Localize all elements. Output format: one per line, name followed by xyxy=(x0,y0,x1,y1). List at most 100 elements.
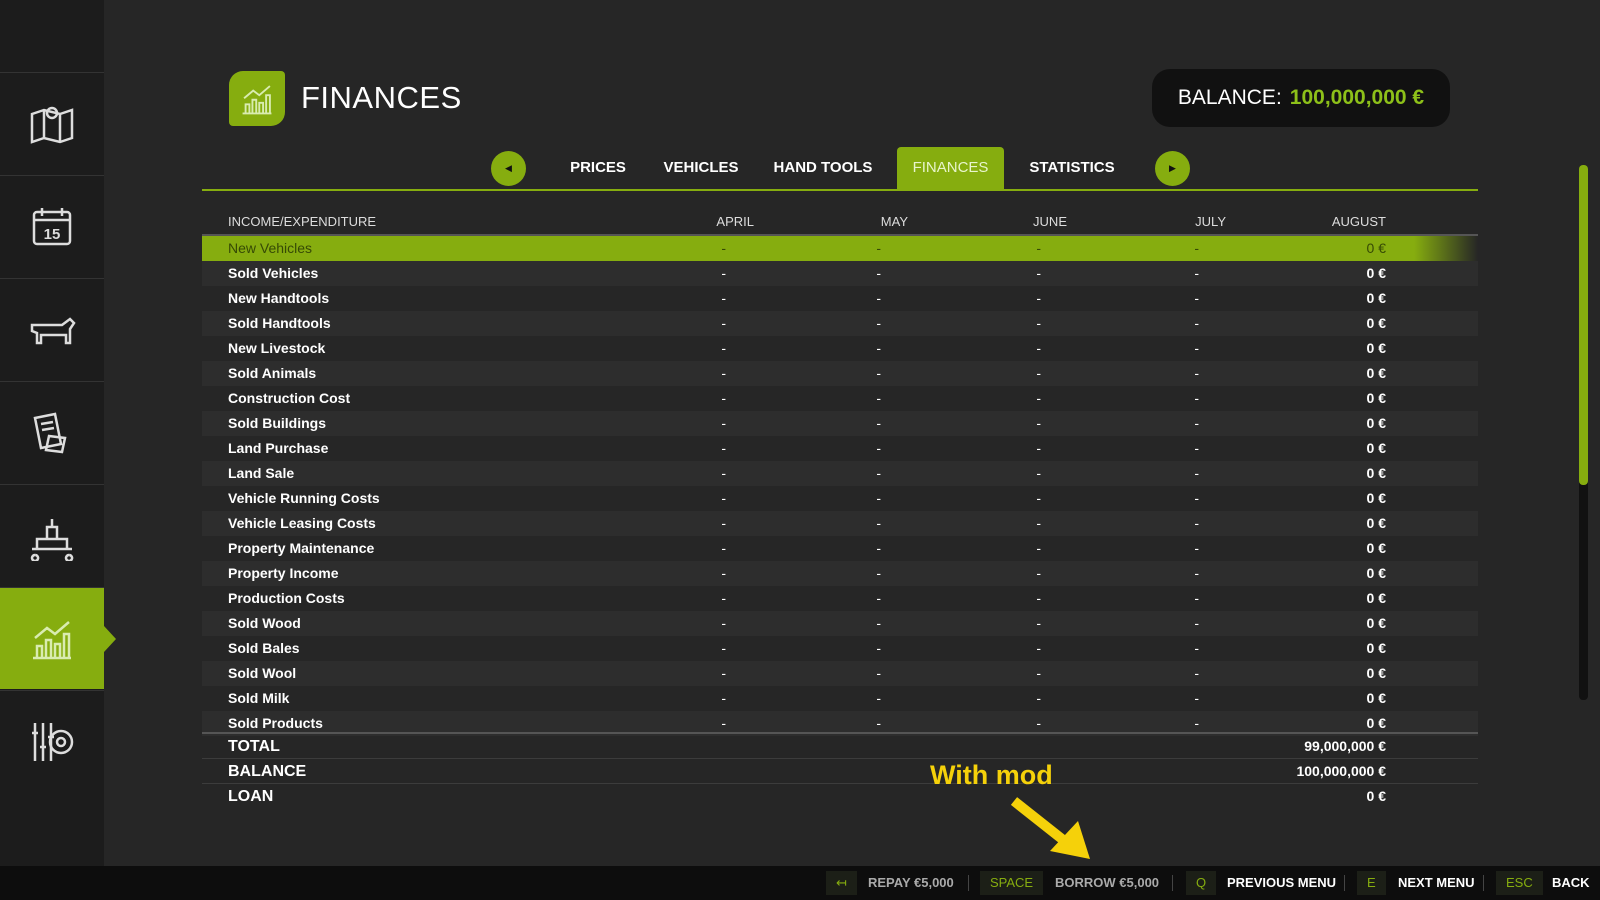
sidebar-item-production[interactable] xyxy=(0,484,104,586)
table-row[interactable]: Vehicle Running Costs - - - - 0 € xyxy=(202,486,1478,511)
repay-key: ↤ xyxy=(826,871,857,895)
row-value: - xyxy=(1036,240,1041,256)
row-value: 0 € xyxy=(1366,515,1386,531)
row-value: 0 € xyxy=(1366,265,1386,281)
cow-icon xyxy=(30,316,76,344)
row-value: - xyxy=(876,540,881,556)
row-value: - xyxy=(721,315,726,331)
scrollbar[interactable] xyxy=(1579,165,1588,700)
table-row[interactable]: Sold Products - - - - 0 € xyxy=(202,711,1478,736)
row-value: - xyxy=(1194,540,1199,556)
row-label: Property Income xyxy=(228,565,339,581)
sidebar-item-map[interactable] xyxy=(0,72,104,174)
row-value: - xyxy=(876,240,881,256)
table-row[interactable]: Sold Animals - - - - 0 € xyxy=(202,361,1478,386)
row-value: 0 € xyxy=(1366,540,1386,556)
table-row[interactable]: Land Sale - - - - 0 € xyxy=(202,461,1478,486)
balance-label: BALANCE: xyxy=(1177,86,1282,109)
table-row[interactable]: Sold Buildings - - - - 0 € xyxy=(202,411,1478,436)
table-row[interactable]: Sold Wood - - - - 0 € xyxy=(202,611,1478,636)
row-value: - xyxy=(876,390,881,406)
row-value: - xyxy=(1036,390,1041,406)
table-row[interactable]: Land Purchase - - - - 0 € xyxy=(202,436,1478,461)
row-value: - xyxy=(721,340,726,356)
table-row[interactable]: Sold Handtools - - - - 0 € xyxy=(202,311,1478,336)
row-value: - xyxy=(1036,465,1041,481)
table-row[interactable]: Sold Wool - - - - 0 € xyxy=(202,661,1478,686)
repay-button[interactable]: REPAY €5,000 xyxy=(868,875,954,890)
row-label: Sold Milk xyxy=(228,690,290,706)
row-value: - xyxy=(1036,290,1041,306)
balance-value: 100,000,000 € xyxy=(1289,86,1425,109)
row-value: - xyxy=(876,565,881,581)
next-tab-button[interactable]: ▶ xyxy=(1155,151,1190,186)
row-value: - xyxy=(876,465,881,481)
column-header: MAY xyxy=(880,214,908,229)
prev-tab-button[interactable]: ◀ xyxy=(491,151,526,186)
row-value: 0 € xyxy=(1366,465,1386,481)
row-value: 0 € xyxy=(1366,565,1386,581)
borrow-button[interactable]: BORROW €5,000 xyxy=(1055,875,1160,890)
sidebar-item-finances[interactable] xyxy=(0,587,116,689)
table-row[interactable]: Property Maintenance - - - - 0 € xyxy=(202,536,1478,561)
row-value: - xyxy=(1036,365,1041,381)
column-header: JULY xyxy=(1195,214,1226,229)
next-menu-button[interactable]: NEXT MENU xyxy=(1398,875,1475,890)
scrollbar-thumb[interactable] xyxy=(1579,165,1588,485)
table-row[interactable]: Production Costs - - - - 0 € xyxy=(202,586,1478,611)
previous-menu-button[interactable]: PREVIOUS MENU xyxy=(1227,875,1337,890)
row-label: Land Purchase xyxy=(228,440,329,456)
row-value: - xyxy=(1194,665,1199,681)
balance-row: BALANCE 100,000,000 € xyxy=(202,759,1478,784)
row-value: - xyxy=(876,715,881,731)
row-value: 0 € xyxy=(1366,315,1386,331)
table-header: INCOME/EXPENDITURE APRIL MAY JUNE JULY A… xyxy=(202,210,1478,236)
tab-prices[interactable]: PRICES xyxy=(570,159,626,176)
finances-icon xyxy=(33,620,71,659)
footer-bar: ↤ REPAY €5,000 SPACE BORROW €5,000 Q PRE… xyxy=(0,866,1600,900)
balance-row-label: BALANCE xyxy=(228,763,307,780)
svg-text:15: 15 xyxy=(44,226,61,243)
row-value: - xyxy=(1036,440,1041,456)
row-value: - xyxy=(721,665,726,681)
column-header: APRIL xyxy=(716,214,754,229)
row-label: Sold Wood xyxy=(228,615,301,631)
table-row[interactable]: Construction Cost - - - - 0 € xyxy=(202,386,1478,411)
tab-hand-tools[interactable]: HAND TOOLS xyxy=(773,159,873,176)
row-value: - xyxy=(721,540,726,556)
row-label: Property Maintenance xyxy=(228,540,375,556)
row-value: 0 € xyxy=(1366,365,1386,381)
row-value: - xyxy=(721,615,726,631)
row-value: - xyxy=(721,440,726,456)
table-row[interactable]: Vehicle Leasing Costs - - - - 0 € xyxy=(202,511,1478,536)
row-value: - xyxy=(721,465,726,481)
page-title: FINANCES xyxy=(301,80,462,115)
table-row[interactable]: New Livestock - - - - 0 € xyxy=(202,336,1478,361)
table-row[interactable]: New Vehicles - - - - 0 € xyxy=(202,236,1478,261)
row-value: - xyxy=(1194,490,1199,506)
sidebar-item-settings[interactable] xyxy=(0,690,104,792)
settings-icon xyxy=(32,722,74,761)
tab-vehicles[interactable]: VEHICLES xyxy=(663,159,739,176)
row-value: - xyxy=(1036,565,1041,581)
total-row: TOTAL 99,000,000 € xyxy=(202,734,1478,759)
row-value: - xyxy=(876,590,881,606)
row-label: Sold Vehicles xyxy=(228,265,319,281)
tab-statistics[interactable]: STATISTICS xyxy=(1029,159,1115,176)
row-value: - xyxy=(1036,315,1041,331)
row-value: 0 € xyxy=(1366,590,1386,606)
sidebar-item-calendar[interactable]: 15 xyxy=(0,175,104,277)
sidebar-item-animals[interactable] xyxy=(0,278,104,380)
row-value: - xyxy=(721,415,726,431)
row-value: - xyxy=(876,415,881,431)
tab-finances[interactable]: FINANCES xyxy=(897,147,1004,189)
row-value: 0 € xyxy=(1366,615,1386,631)
sidebar-item-contracts[interactable] xyxy=(0,381,104,483)
table-row[interactable]: Sold Bales - - - - 0 € xyxy=(202,636,1478,661)
table-row[interactable]: Sold Milk - - - - 0 € xyxy=(202,686,1478,711)
table-row[interactable]: Property Income - - - - 0 € xyxy=(202,561,1478,586)
back-button[interactable]: BACK xyxy=(1552,875,1590,890)
table-row[interactable]: Sold Vehicles - - - - 0 € xyxy=(202,261,1478,286)
table-row[interactable]: New Handtools - - - - 0 € xyxy=(202,286,1478,311)
row-value: - xyxy=(1194,340,1199,356)
